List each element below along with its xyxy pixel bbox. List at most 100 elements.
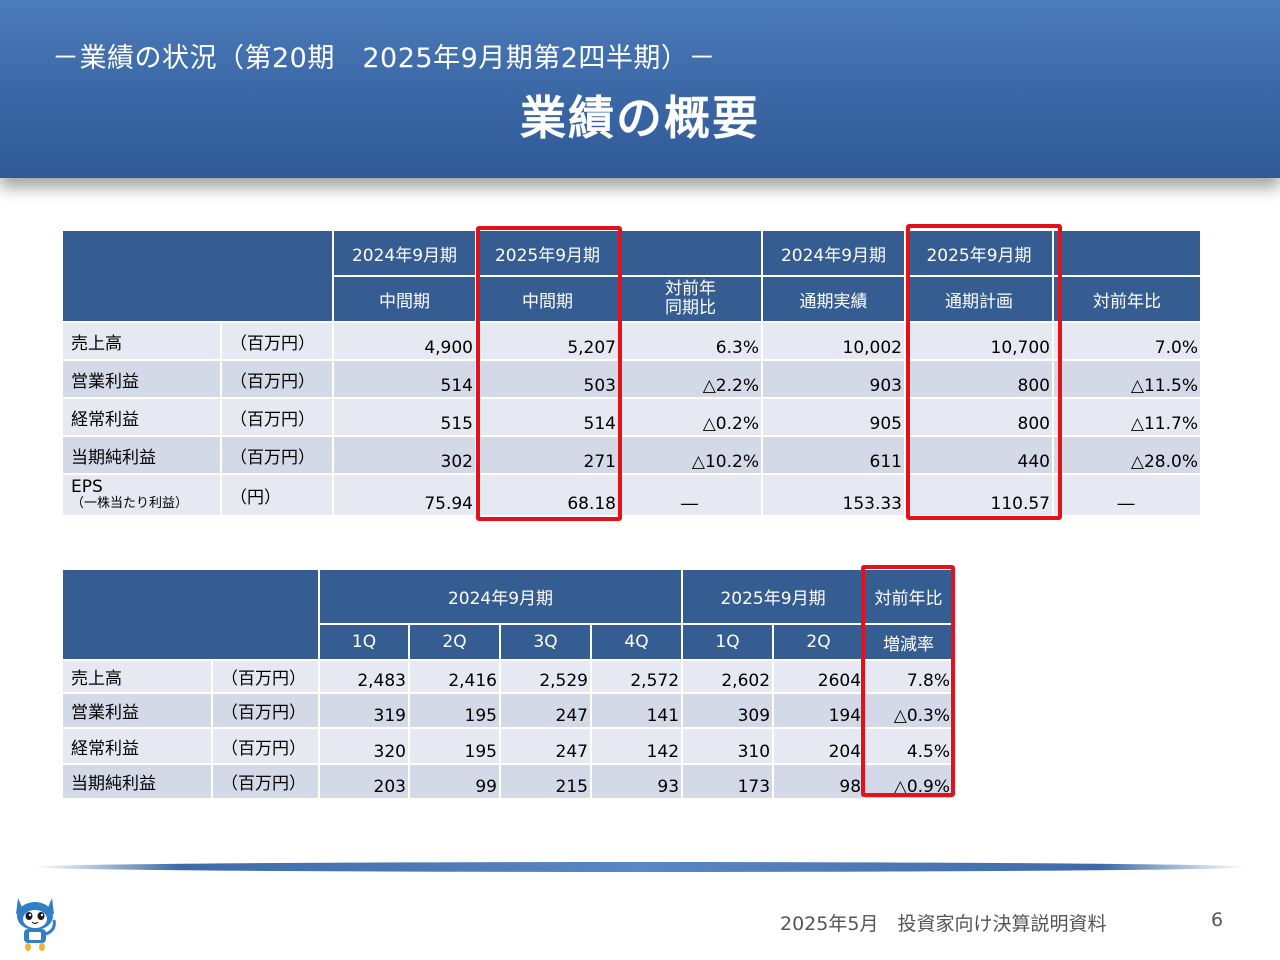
row-unit: （百万円） xyxy=(220,359,334,399)
table1-group-header xyxy=(618,229,763,277)
cell-value: 514 xyxy=(332,359,477,399)
highlight-box-interim-2025 xyxy=(476,226,622,521)
slide-header: －業績の状況（第20期 2025年9月期第2四半期）－ 業績の概要 xyxy=(0,0,1280,178)
cell-value: 800 xyxy=(904,397,1054,437)
cell-value: 611 xyxy=(761,435,906,475)
cell-value: △0.3% xyxy=(863,692,955,729)
cell-value: 2,483 xyxy=(318,659,410,694)
cell-value: 99 xyxy=(408,763,501,800)
cell-value: 247 xyxy=(499,727,592,765)
row-unit: （円） xyxy=(220,473,334,517)
slide-title: 業績の概要 xyxy=(520,91,760,145)
page-number: 6 xyxy=(1211,909,1224,931)
table1-sub-header: 中間期 xyxy=(475,275,620,323)
row-label-eps: EPS （一株当たり利益） xyxy=(61,473,222,517)
cell-value: 195 xyxy=(408,692,501,729)
table-row: EPS （一株当たり利益） （円） 75.94 68.18 ― 153.33 1… xyxy=(61,473,1202,517)
cell-value: 800 xyxy=(904,359,1054,399)
table-row: 売上高 （百万円） 4,900 5,207 6.3% 10,002 10,700… xyxy=(61,321,1202,361)
table-row: 売上高 （百万円） 2,483 2,416 2,529 2,572 2,602 … xyxy=(61,659,955,694)
cell-value: 320 xyxy=(318,727,410,765)
cell-value: 514 xyxy=(475,397,620,437)
slide-subtitle: －業績の状況（第20期 2025年9月期第2四半期）－ xyxy=(52,43,716,74)
highlight-box-fullyear-2025 xyxy=(906,224,1062,520)
cell-value: 4,900 xyxy=(332,321,477,361)
table-row: 経常利益 （百万円） 320 195 247 142 310 204 4.5% xyxy=(61,727,955,765)
row-label: 営業利益 xyxy=(61,359,222,399)
cell-value: 271 xyxy=(475,435,620,475)
row-unit: （百万円） xyxy=(211,727,320,765)
cell-value: 195 xyxy=(408,727,501,765)
row-unit: （百万円） xyxy=(211,692,320,729)
cell-value: 68.18 xyxy=(475,473,620,517)
cell-value: 503 xyxy=(475,359,620,399)
cell-value: △11.7% xyxy=(1052,397,1202,437)
table1-group-header: 2024年9月期 xyxy=(761,229,906,277)
table-row: 営業利益 （百万円） 514 503 △2.2% 903 800 △11.5% xyxy=(61,359,1202,399)
cell-value: 110.57 xyxy=(904,473,1054,517)
cell-value: 2,529 xyxy=(499,659,592,694)
cell-value: △28.0% xyxy=(1052,435,1202,475)
table1-sub-header: 通期実績 xyxy=(761,275,906,323)
cell-value: 215 xyxy=(499,763,592,800)
table2-quarter-header: 1Q xyxy=(318,623,410,661)
row-unit: （百万円） xyxy=(220,321,334,361)
cat-mascot-icon xyxy=(16,898,56,951)
cell-value: 203 xyxy=(318,763,410,800)
table2-group-header: 2024年9月期 xyxy=(317,568,684,625)
row-label: 当期純利益 xyxy=(61,435,222,475)
cell-value: 173 xyxy=(681,763,775,800)
table2-corner-header xyxy=(61,568,320,661)
table1-sub-header-line: 対前年 xyxy=(665,279,716,299)
cell-value: 247 xyxy=(499,692,592,729)
cell-value: 4.5% xyxy=(863,727,955,765)
row-label: 売上高 xyxy=(61,321,222,361)
table2-group-header: 2025年9月期 xyxy=(681,568,866,625)
table2-quarter-header: 1Q xyxy=(681,623,775,661)
cell-value: 10,700 xyxy=(904,321,1054,361)
cell-value: ― xyxy=(1052,473,1202,517)
table1-group-header: 2024年9月期 xyxy=(332,229,477,277)
cell-value: 98 xyxy=(772,763,866,800)
table1-sub-header: 対前年比 xyxy=(1052,275,1202,323)
table1-sub-header: 中間期 xyxy=(332,275,477,323)
cell-value: 905 xyxy=(761,397,906,437)
cell-value: 440 xyxy=(904,435,1054,475)
cell-value: 93 xyxy=(589,763,684,800)
cell-value: 903 xyxy=(761,359,906,399)
table2-quarter-header: 4Q xyxy=(589,623,684,661)
table1-group-header: 2025年9月期 xyxy=(904,229,1054,277)
quarterly-results-table: 2024年9月期 2025年9月期 対前年比 1Q 2Q 3Q 4Q 1Q 2Q… xyxy=(61,568,955,800)
performance-summary-table: 2024年9月期 2025年9月期 2024年9月期 2025年9月期 中間期 … xyxy=(61,229,1202,517)
table-row: 当期純利益 （百万円） 302 271 △10.2% 611 440 △28.0… xyxy=(61,435,1202,475)
row-label: 経常利益 xyxy=(61,727,213,765)
cell-value: △10.2% xyxy=(618,435,763,475)
cell-value: 2604 xyxy=(772,659,866,694)
cell-value: 10,002 xyxy=(761,321,906,361)
table2-quarter-header: 2Q xyxy=(408,623,501,661)
row-unit: （百万円） xyxy=(211,763,320,800)
cell-value: 204 xyxy=(772,727,866,765)
cell-value: △11.5% xyxy=(1052,359,1202,399)
cell-value: 5,207 xyxy=(475,321,620,361)
row-unit: （百万円） xyxy=(220,435,334,475)
cell-value: 310 xyxy=(681,727,775,765)
cell-value: 194 xyxy=(772,692,866,729)
table2-quarter-header: 2Q xyxy=(772,623,866,661)
cell-value: 302 xyxy=(332,435,477,475)
table1-sub-header-line: 同期比 xyxy=(665,298,716,318)
row-label: 売上高 xyxy=(61,659,213,694)
cell-value: ― xyxy=(618,473,763,517)
cell-value: △0.2% xyxy=(618,397,763,437)
table1-sub-header-yoy: 対前年 同期比 xyxy=(618,275,763,323)
cell-value: 7.0% xyxy=(1052,321,1202,361)
cell-value: 7.8% xyxy=(863,659,955,694)
cell-value: 319 xyxy=(318,692,410,729)
row-label-sub: （一株当たり利益） xyxy=(71,496,189,511)
footer-document-title: 2025年5月 投資家向け決算説明資料 xyxy=(780,913,1107,935)
cell-value: 153.33 xyxy=(761,473,906,517)
cell-value: 75.94 xyxy=(332,473,477,517)
cell-value: △2.2% xyxy=(618,359,763,399)
row-unit: （百万円） xyxy=(220,397,334,437)
table-row: 経常利益 （百万円） 515 514 △0.2% 905 800 △11.7% xyxy=(61,397,1202,437)
